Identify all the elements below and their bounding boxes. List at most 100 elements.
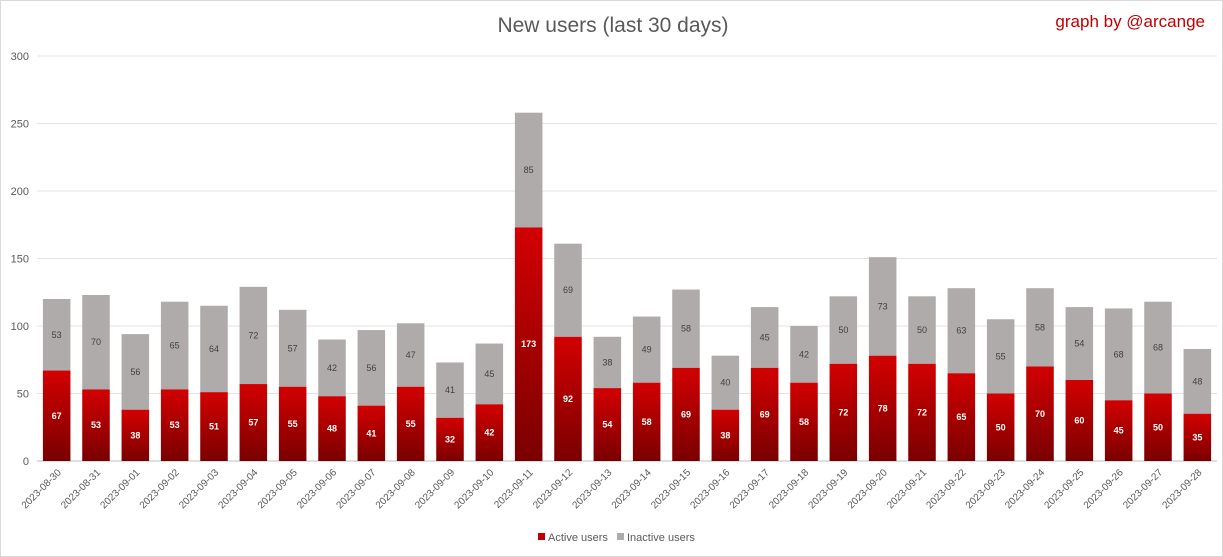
legend: Active users Inactive users [538, 532, 695, 544]
bar-active [1183, 413, 1212, 461]
data-label-active: 41 [366, 428, 376, 438]
bar-active [1026, 366, 1054, 461]
y-tick-label: 300 [11, 51, 29, 63]
x-tick-label: 2023-09-11 [492, 467, 536, 511]
data-label-inactive: 64 [209, 344, 219, 354]
data-label-active: 173 [521, 339, 536, 349]
data-label-inactive: 50 [838, 325, 848, 335]
bar-inactive [1144, 301, 1172, 394]
bar-active [790, 382, 818, 461]
y-tick-label: 150 [11, 254, 29, 266]
data-label-inactive: 69 [563, 285, 573, 295]
bar-inactive [278, 309, 307, 387]
data-label-inactive: 53 [52, 330, 62, 340]
bar-active [318, 396, 346, 461]
x-tick-label: 2023-09-22 [925, 467, 969, 511]
bar-active [908, 363, 936, 461]
x-tick-label: 2023-09-06 [295, 467, 339, 511]
x-tick-label: 2023-09-13 [571, 467, 615, 511]
bar-active [239, 384, 268, 461]
data-label-inactive: 54 [1074, 339, 1084, 349]
bar-active [82, 389, 110, 461]
x-tick-label: 2023-09-17 [728, 467, 772, 511]
data-label-active: 65 [956, 412, 966, 422]
bar-active [1065, 380, 1094, 461]
data-label-inactive: 48 [1192, 376, 1202, 386]
x-tick-label: 2023-09-04 [217, 467, 261, 511]
x-tick-label: 2023-09-24 [1003, 467, 1047, 511]
y-tick-label: 250 [11, 119, 29, 131]
bar-active [593, 388, 622, 461]
bar-inactive [475, 343, 504, 405]
data-label-active: 92 [563, 394, 573, 404]
bar-inactive [593, 336, 622, 389]
data-label-active: 54 [602, 420, 612, 430]
bar-active [514, 227, 543, 461]
bar-inactive [357, 330, 386, 406]
bar-inactive [554, 243, 582, 337]
data-label-inactive: 58 [1035, 322, 1045, 332]
bar-inactive [318, 339, 346, 397]
bar-active [357, 405, 386, 461]
bar-inactive [239, 286, 268, 385]
x-tick-label: 2023-09-26 [1082, 467, 1126, 511]
bar-active [868, 355, 897, 461]
data-label-inactive: 45 [760, 332, 770, 342]
data-label-active: 70 [1035, 409, 1045, 419]
data-label-active: 53 [91, 420, 101, 430]
data-label-active: 48 [327, 424, 337, 434]
x-tick-label: 2023-09-10 [453, 467, 497, 511]
data-label-active: 53 [170, 420, 180, 430]
x-tick-label: 2023-09-12 [531, 467, 575, 511]
data-label-inactive: 41 [445, 385, 455, 395]
bar-inactive [908, 296, 936, 364]
data-label-active: 38 [130, 430, 140, 440]
y-tick-label: 0 [23, 456, 29, 468]
data-label-inactive: 49 [642, 345, 652, 355]
x-tick-label: 2023-09-23 [964, 467, 1008, 511]
data-label-inactive: 68 [1114, 349, 1124, 359]
x-tick-label: 2023-09-02 [138, 467, 182, 511]
x-tick-label: 2023-09-08 [374, 467, 418, 511]
bar-active [160, 389, 189, 461]
y-tick-label: 200 [11, 186, 29, 198]
data-label-active: 72 [838, 407, 848, 417]
data-label-inactive: 55 [996, 351, 1006, 361]
bar-inactive [829, 296, 858, 364]
data-label-active: 38 [720, 430, 730, 440]
bar-inactive [82, 294, 110, 390]
bar-active [672, 367, 700, 461]
data-label-inactive: 73 [878, 301, 888, 311]
x-tick-label: 2023-09-19 [807, 467, 851, 511]
data-label-inactive: 56 [130, 367, 140, 377]
bar-active [829, 363, 858, 461]
chart-title: New users (last 30 days) [497, 14, 728, 37]
bar-inactive [1065, 307, 1094, 380]
legend-swatch-active [538, 533, 545, 540]
data-label-active: 58 [799, 417, 809, 427]
bar-active [947, 373, 976, 461]
x-tick-label: 2023-09-28 [1161, 467, 1205, 511]
bars: 67 53 53 70 38 56 53 65 51 64 57 72 55 57 48 42 41 56 55 47… [42, 112, 1212, 461]
bar-active [711, 409, 740, 461]
bar-active [554, 336, 582, 461]
bar-active [1104, 400, 1133, 461]
bar-inactive [711, 355, 740, 410]
data-label-active: 69 [681, 409, 691, 419]
bar-inactive [868, 257, 897, 356]
data-label-active: 45 [1114, 426, 1124, 436]
x-tick-label: 2023-09-07 [335, 467, 379, 511]
x-tick-label: 2023-08-31 [59, 467, 103, 511]
data-label-active: 72 [917, 407, 927, 417]
data-label-inactive: 65 [170, 341, 180, 351]
legend-label-active: Active users [548, 532, 608, 544]
x-tick-label: 2023-09-16 [689, 467, 733, 511]
x-tick-label: 2023-09-14 [610, 467, 654, 511]
data-label-inactive: 70 [91, 337, 101, 347]
x-tick-label: 2023-09-21 [885, 467, 929, 511]
bar-active [121, 409, 150, 461]
gridlines [37, 55, 1217, 462]
bar-inactive [42, 299, 71, 371]
